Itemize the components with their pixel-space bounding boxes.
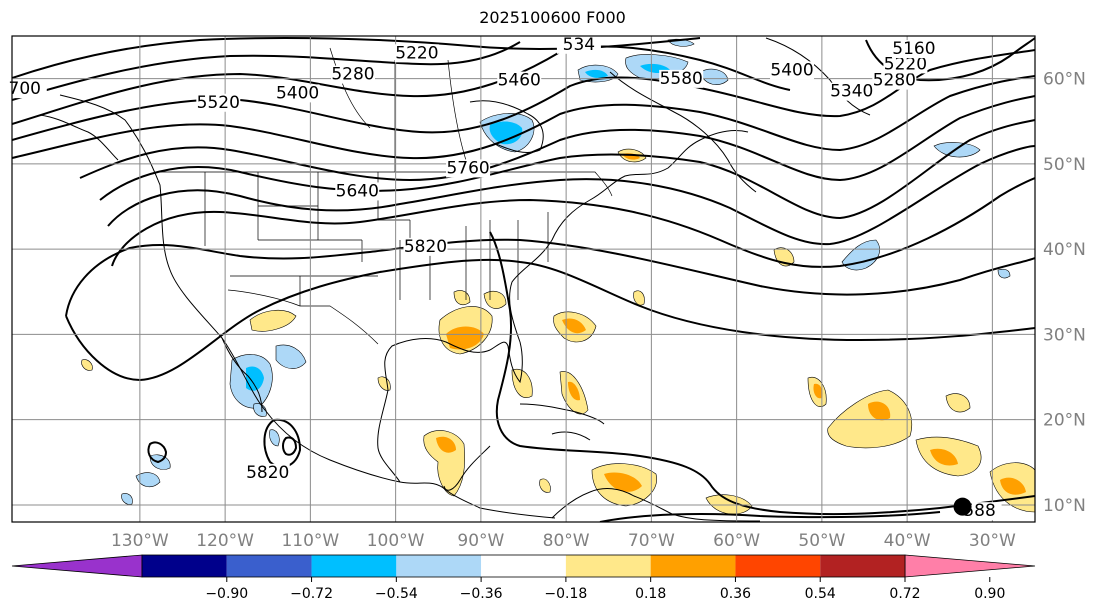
longitude-labels: 130°W 120°W 110°W 100°W 90°W 80°W 70°W 60°W 50°W… [111, 531, 1016, 551]
colorbar-tick-label: −0.72 [290, 586, 333, 602]
contour-label: 5400 [276, 83, 319, 103]
contour-label-bg [497, 71, 542, 90]
contour-label-bg [2, 80, 47, 99]
contour-label: 5520 [197, 93, 240, 113]
contour-label-bg [770, 61, 815, 80]
longitude-label: 100°W [367, 531, 425, 551]
colorbar-extend-low [11, 554, 143, 578]
latitude-label: 50°N [1043, 155, 1086, 175]
longitude-label: 130°W [111, 531, 169, 551]
latitude-label: 20°N [1043, 411, 1086, 431]
contour-label-bg [196, 93, 241, 112]
contour-label: 5220 [395, 43, 438, 63]
latitude-label: 60°N [1043, 70, 1086, 90]
colorbar-segment [311, 555, 397, 577]
contour-label: 5820 [404, 237, 447, 257]
colorbar-tick-label: 0.72 [889, 586, 920, 602]
colorbar-tick-label: 0.36 [720, 586, 751, 602]
colorbar-tick-label: −0.18 [544, 586, 587, 602]
contour-label: 5820 [246, 463, 289, 483]
longitude-label: 50°W [798, 531, 845, 551]
map-title: 2025100600 F000 [479, 8, 626, 27]
contour-label-bg [245, 463, 290, 482]
colorbar-segment [396, 555, 482, 577]
contour-label-bg [403, 237, 448, 256]
contour-label-bg [659, 69, 704, 88]
colorbar-segment [650, 555, 736, 577]
contour-label: 5460 [498, 71, 541, 91]
contour-label: 5160 [892, 39, 935, 59]
contour-label-bg [275, 84, 320, 103]
colorbar-segment [226, 555, 312, 577]
height-contours [12, 37, 1035, 522]
coastlines [39, 37, 871, 522]
contour-label-bg [446, 159, 491, 178]
colorbar-tick-label: −0.54 [375, 586, 418, 602]
contour-label: 5280 [873, 71, 916, 91]
contour-label: 5280 [331, 65, 374, 85]
contour-label-bg [883, 55, 928, 74]
contour-label: 700 [9, 79, 41, 99]
contour-label: 5220 [884, 54, 927, 74]
contour-label: 5640 [336, 181, 379, 201]
contour-label-bg [872, 71, 917, 90]
longitude-label: 70°W [628, 531, 675, 551]
colorbar-tick-label: −0.36 [460, 586, 503, 602]
latitude-label: 30°N [1043, 325, 1086, 345]
latitude-labels: 10°N 20°N 30°N 40°N 50°N 60°N [1043, 70, 1086, 516]
contour-label-bg [829, 82, 874, 101]
longitude-label: 30°W [969, 531, 1016, 551]
graticule [12, 36, 1035, 522]
colorbar-segment [820, 555, 905, 577]
latitude-label: 40°N [1043, 240, 1086, 260]
map-frame [11, 35, 1036, 523]
colorbar-segment [735, 555, 821, 577]
contour-label: 5400 [770, 60, 813, 80]
contour-label: 5760 [446, 158, 489, 178]
contour-label-bg [394, 44, 439, 63]
contour-label: 5580 [660, 69, 703, 89]
latitude-label: 10°N [1043, 496, 1086, 516]
colorbar-segment [142, 555, 227, 577]
colorbar: −0.90 −0.72 −0.54 −0.36 −0.18 0.18 0.36 0.54 0.7… [11, 554, 1036, 602]
longitude-label: 90°W [457, 531, 504, 551]
longitude-label: 110°W [281, 531, 339, 551]
colorbar-tick-label: 0.90 [974, 586, 1005, 602]
contour-label-bg [335, 182, 380, 201]
colorbar-tick-label: −0.90 [205, 586, 248, 602]
high-center-marker [953, 497, 972, 516]
longitude-label: 60°W [713, 531, 760, 551]
contour-label: 5340 [830, 82, 873, 102]
contour-label-bg [891, 40, 936, 59]
longitude-label: 120°W [196, 531, 254, 551]
colorbar-tick-label: 0.18 [635, 586, 666, 602]
contour-label: 534 [563, 35, 595, 55]
contour-label-bg [556, 35, 601, 54]
colorbar-segment [481, 555, 566, 577]
colorbar-segment [565, 555, 651, 577]
colorbar-tick-label: 0.54 [805, 586, 836, 602]
colorbar-extend-high [904, 554, 1036, 578]
contour-label-bg [331, 65, 375, 84]
longitude-label: 40°W [884, 531, 931, 551]
longitude-label: 80°W [543, 531, 590, 551]
anomaly-shading [81, 38, 1035, 515]
